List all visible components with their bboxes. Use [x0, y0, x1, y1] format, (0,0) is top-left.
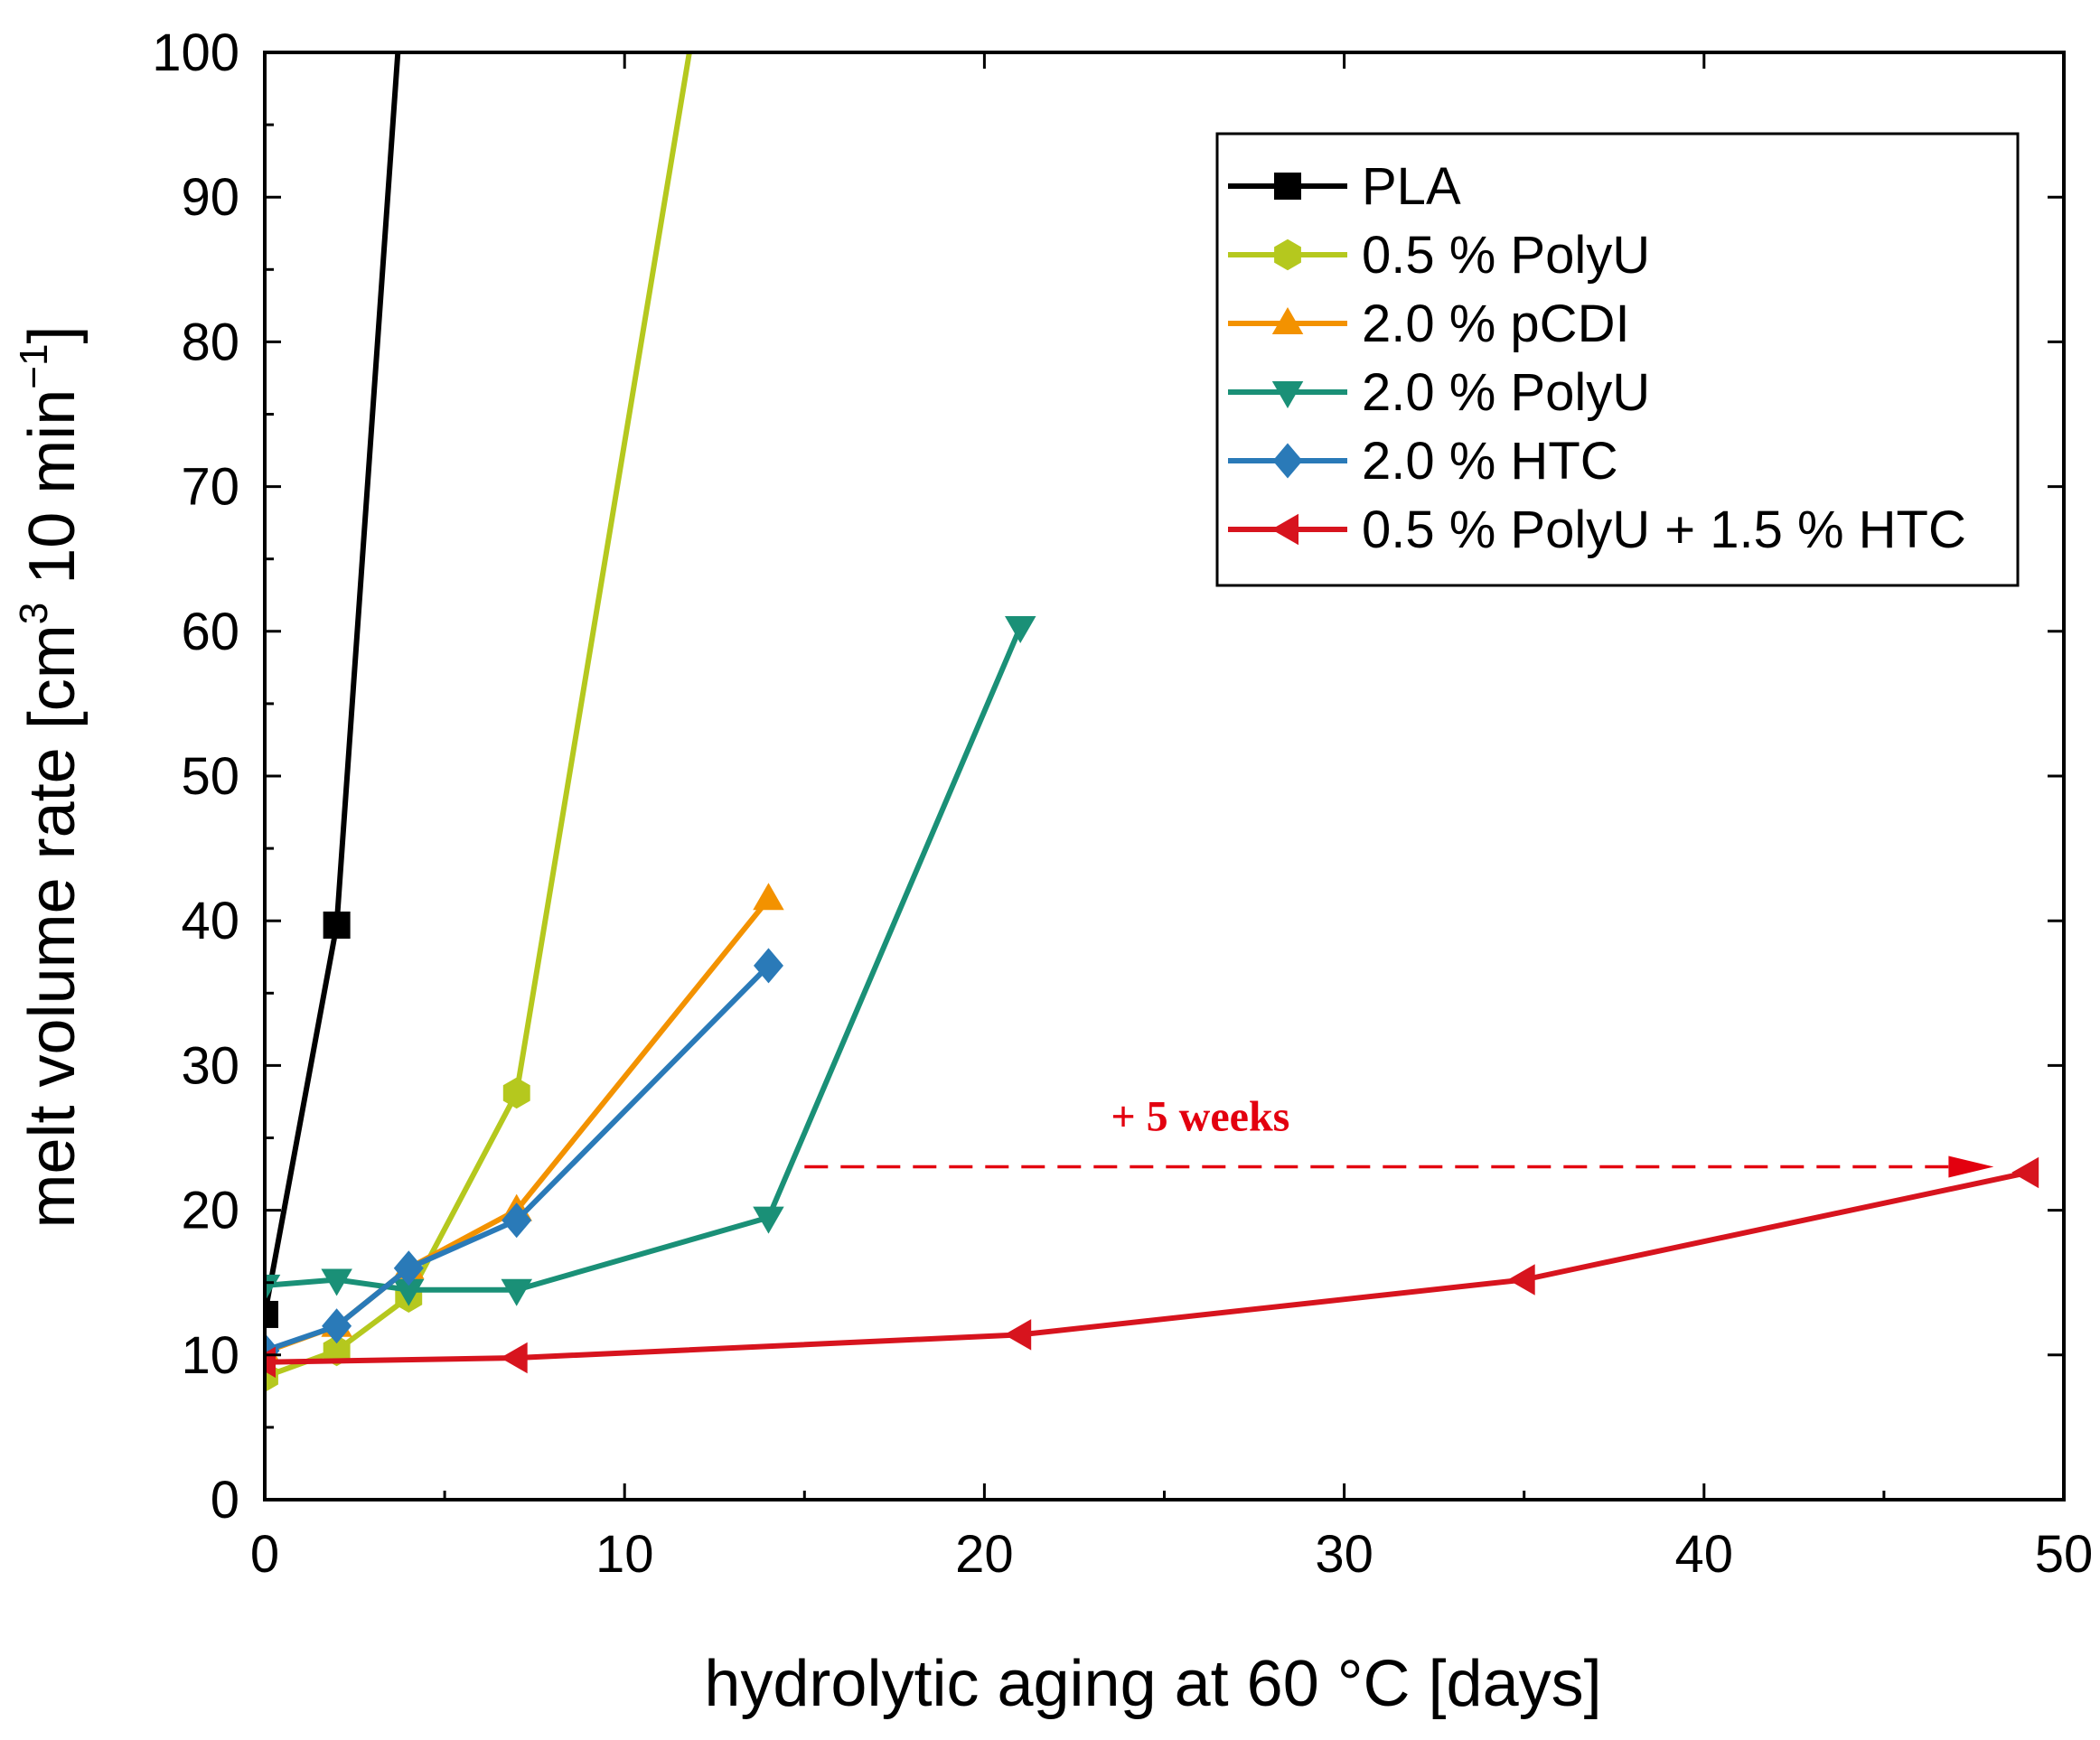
y-axis-title-mid: 10 min	[16, 389, 89, 603]
data-point-4-2	[393, 1250, 424, 1286]
data-point-0-0	[265, 1300, 278, 1328]
legend-label: 2.0 % HTC	[1362, 432, 1618, 491]
x-tick-label: 40	[1675, 1525, 1734, 1584]
y-tick-label: 20	[181, 1182, 239, 1240]
y-tick-label: 90	[181, 168, 239, 227]
data-point-3-2	[393, 1278, 425, 1306]
legend: PLA 0.5 % PolyU 2.0 % pCDI 2.0 % PolyU 2.0 %…	[1215, 132, 2020, 587]
legend-item-4: 2.0 % HTC	[1228, 432, 1618, 491]
y-axis-title-sup-1: 3	[12, 603, 56, 624]
data-point-0-1	[323, 912, 351, 940]
legend-box	[1215, 132, 2020, 587]
series-5	[265, 1156, 2039, 1379]
x-tick-label: 10	[595, 1525, 654, 1584]
series-layer	[265, 52, 2039, 1393]
data-point-3-1	[321, 1268, 352, 1296]
data-point-3-3	[501, 1278, 532, 1306]
x-tick-label: 20	[955, 1525, 1014, 1584]
legend-marker	[1271, 381, 1304, 408]
series-0	[265, 52, 401, 1328]
y-axis-title-sup-2: −1	[12, 344, 56, 389]
y-tick-label: 40	[181, 892, 239, 950]
series-line-3	[265, 625, 1023, 1293]
x-axis-title: hydrolytic aging at 60 °C [days]	[704, 1648, 1601, 1720]
legend-marker	[1274, 173, 1301, 200]
legend-label: PLA	[1362, 157, 1461, 216]
y-tick-label: 60	[181, 603, 239, 661]
x-tick-label: 30	[1315, 1525, 1373, 1584]
data-point-4-3	[502, 1202, 532, 1239]
y-axis-title-end: ]	[16, 326, 89, 344]
legend-item-2: 2.0 % pCDI	[1228, 295, 1630, 353]
legend-marker	[1274, 239, 1301, 271]
series-3	[265, 616, 1036, 1306]
annotation-layer: + 5 weeks	[804, 1092, 1994, 1178]
y-tick-label: 0	[211, 1471, 239, 1530]
data-point-5-3	[1507, 1264, 1535, 1296]
legend-item-5: 0.5 % PolyU + 1.5 % HTC	[1228, 500, 1966, 559]
legend-item-0: PLA	[1228, 157, 1461, 216]
y-tick-label: 10	[181, 1326, 239, 1385]
y-tick-label: 100	[152, 23, 239, 82]
legend-marker	[1271, 307, 1304, 334]
data-point-4-1	[322, 1308, 352, 1344]
legend-marker	[1271, 513, 1298, 546]
legend-item-1: 0.5 % PolyU	[1228, 226, 1650, 285]
data-point-2-4	[753, 883, 784, 911]
annotation-arrow-head	[1948, 1155, 1994, 1178]
axis-ticks	[263, 51, 2066, 1501]
legend-label: 2.0 % PolyU	[1362, 363, 1650, 422]
data-point-4-4	[754, 948, 783, 984]
y-tick-label: 70	[181, 458, 239, 517]
legend-marker	[1272, 443, 1303, 479]
legend-label: 0.5 % PolyU + 1.5 % HTC	[1362, 500, 1966, 559]
y-axis-title-main: melt volume rate [cm	[16, 624, 89, 1228]
data-point-5-4	[2011, 1156, 2039, 1189]
x-tick-label: 0	[250, 1525, 279, 1584]
x-tick-label: 50	[2035, 1525, 2094, 1584]
data-point-5-2	[1004, 1319, 1032, 1351]
data-point-3-5	[1005, 616, 1036, 643]
data-point-3-4	[753, 1206, 784, 1234]
legend-label: 2.0 % pCDI	[1362, 295, 1630, 353]
y-tick-label: 80	[181, 313, 239, 371]
y-axis-title: melt volume rate [cm3 10 min−1]	[12, 326, 89, 1229]
axis-tick-labels: 0 10 20 30 40 50 0 10 20 30 40 50 60 70 80 90 100	[152, 23, 2093, 1584]
y-tick-label: 50	[181, 747, 239, 806]
legend-item-3: 2.0 % PolyU	[1228, 363, 1650, 422]
annotation-label: + 5 weeks	[1111, 1092, 1289, 1140]
data-point-5-1	[500, 1342, 528, 1374]
y-tick-label: 30	[181, 1036, 239, 1095]
data-point-1-3	[502, 1077, 530, 1109]
legend-label: 0.5 % PolyU	[1362, 226, 1650, 285]
